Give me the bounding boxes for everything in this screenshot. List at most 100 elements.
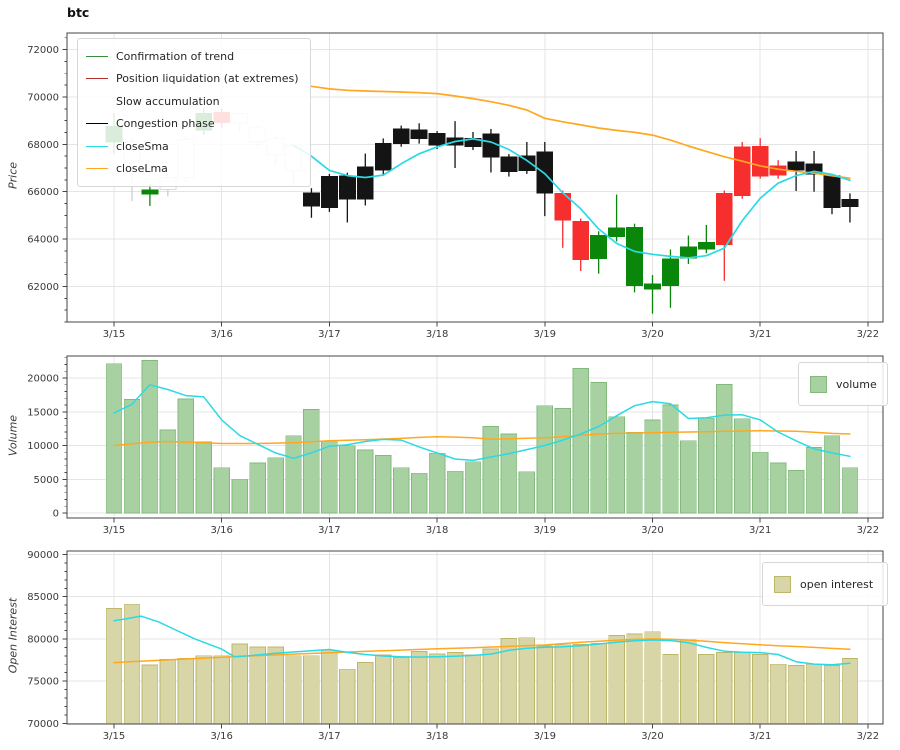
volume-xtick-label: 3/22	[857, 525, 879, 536]
volume-bar-23	[518, 471, 536, 514]
candle-body-26	[572, 221, 590, 260]
price-legend-line-swatch-4	[86, 145, 108, 147]
price-legend-item-2: Slow accumulation	[86, 90, 302, 113]
candle-body-34	[715, 192, 733, 246]
open-interest-bar-26	[572, 644, 589, 725]
candle-body-12	[320, 175, 338, 209]
volume-ytick-label: 20000	[27, 374, 59, 385]
price-legend-item-1: Position liquidation (at extremes)	[86, 68, 302, 91]
price-xtick-label: 3/15	[103, 329, 125, 340]
price-sma-line	[292, 138, 851, 259]
volume-bar-35	[734, 418, 751, 514]
volume-bar-2	[141, 360, 159, 514]
volume-bar-26	[572, 368, 589, 514]
volume-ytick-label: 0	[53, 509, 59, 520]
open-interest-bar-37	[769, 663, 787, 725]
volume-bar-18	[428, 452, 446, 514]
price-ytick-label: 70000	[27, 92, 59, 103]
volume-bar-27	[590, 381, 607, 514]
open-interest-bar-16	[392, 657, 410, 725]
open-interest-bar-41	[841, 658, 859, 725]
price-legend-item-label: Slow accumulation	[116, 94, 220, 108]
open-interest-bar-1	[123, 603, 141, 725]
price-xtick-label: 3/21	[749, 329, 771, 340]
volume-bar-19	[446, 470, 464, 514]
open-interest-bar-27	[590, 642, 607, 725]
volume-legend-label: volume	[836, 377, 877, 391]
candle-body-13	[338, 175, 356, 200]
open-interest-bar-8	[249, 646, 266, 725]
volume-bar-14	[357, 449, 374, 514]
volume-legend-swatch	[810, 375, 827, 393]
volume-bar-8	[249, 462, 266, 514]
price-xtick-label: 3/19	[534, 329, 556, 340]
volume-legend: volume	[798, 362, 888, 406]
oi-lma-line	[113, 638, 851, 664]
price-xtick-label: 3/17	[318, 329, 340, 340]
volume-xtick-label: 3/20	[641, 525, 663, 536]
price-xtick-label: 3/20	[641, 329, 663, 340]
volume-xtick-label: 3/21	[749, 525, 771, 536]
candle-body-11	[303, 192, 320, 207]
price-legend-line-swatch-1	[86, 78, 108, 80]
volume-bar-10	[285, 435, 302, 514]
chart-title: btc	[67, 5, 90, 20]
open-interest-bar-38	[787, 665, 805, 725]
open-interest-bar-2	[141, 664, 159, 725]
open-interest-bar-30	[644, 631, 661, 725]
oi-xtick-label: 3/20	[641, 731, 663, 742]
candle-body-18	[428, 133, 446, 146]
price-xtick-label: 3/16	[210, 329, 232, 340]
price-ytick-label: 66000	[27, 187, 59, 198]
open-interest-bar-11	[303, 655, 320, 725]
volume-xtick-label: 3/18	[426, 525, 448, 536]
volume-bar-16	[392, 467, 410, 514]
volume-bar-39	[805, 447, 823, 514]
open-interest-bar-12	[321, 649, 338, 725]
volume-bar-40	[823, 435, 841, 514]
oi-xtick-label: 3/19	[534, 731, 556, 742]
open-interest-bar-3	[159, 658, 177, 725]
price-spines	[66, 32, 884, 323]
open-interest-bar-40	[823, 665, 841, 725]
volume-bar-37	[769, 462, 787, 514]
oi-ytick-label: 80000	[27, 634, 59, 645]
open-interest-legend-label: open interest	[800, 577, 874, 591]
volume-bar-4	[177, 398, 195, 514]
volume-bar-32	[680, 440, 697, 514]
volume-bar-30	[644, 419, 661, 514]
volume-bar-36	[752, 451, 769, 514]
volume-bar-20	[464, 461, 482, 514]
price-legend-item-label: Congestion phase	[116, 117, 215, 131]
price-legend-item-label: Position liquidation (at extremes)	[116, 72, 299, 86]
candle-body-28	[608, 227, 626, 237]
volume-bar-29	[626, 431, 643, 514]
volume-bar-1	[123, 399, 141, 514]
open-interest-bar-0	[105, 608, 123, 725]
volume-bar-3	[159, 429, 177, 514]
candle-body-21	[482, 133, 500, 158]
open-interest-bar-18	[428, 653, 446, 725]
oi-xtick-label: 3/16	[210, 731, 232, 742]
oi-xtick-label: 3/21	[749, 731, 771, 742]
volume-ytick-label: 15000	[27, 407, 59, 418]
candle-body-17	[410, 129, 428, 140]
candle-body-32	[679, 246, 697, 259]
open-interest-bar-10	[285, 655, 302, 725]
candle-body-24	[536, 151, 554, 194]
volume-bar-17	[410, 472, 428, 514]
open-interest-bar-4	[177, 657, 195, 725]
price-legend-line-swatch-5	[86, 168, 108, 170]
open-interest-bar-20	[464, 654, 482, 725]
volume-ytick-label: 5000	[34, 475, 59, 486]
volume-bar-0	[105, 363, 123, 514]
candle-body-15	[374, 143, 392, 171]
open-interest-bar-5	[195, 655, 212, 725]
volume-sma-line	[113, 384, 851, 462]
open-interest-bar-14	[357, 662, 374, 725]
open-interest-bar-36	[752, 654, 769, 725]
volume-xtick-label: 3/16	[210, 525, 232, 536]
volume-bar-11	[303, 408, 320, 514]
